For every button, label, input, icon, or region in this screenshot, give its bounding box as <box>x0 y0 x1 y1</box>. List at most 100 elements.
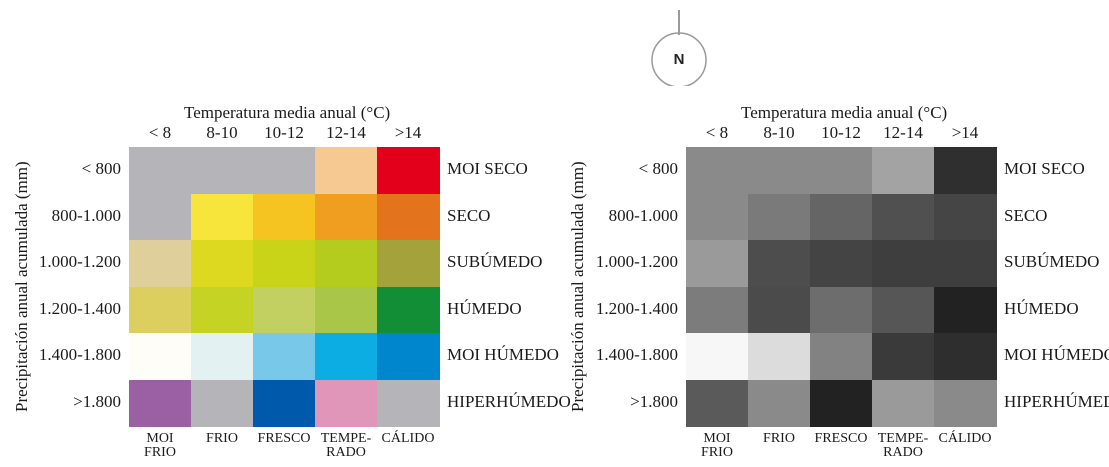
temperature-class-label: TEMPE- RADO <box>877 431 929 460</box>
heatmap-cell <box>934 286 997 334</box>
heatmap-cell <box>748 193 811 241</box>
x-tick-label: 10-12 <box>821 123 861 142</box>
heatmap-cell <box>253 333 316 380</box>
x-tick-label: 8-10 <box>206 123 238 142</box>
y-tick-label: >1.800 <box>630 391 678 411</box>
heatmap-cell <box>315 286 378 334</box>
heatmap-cell <box>377 193 440 241</box>
humidity-class-label: MOI HÚMEDO <box>447 345 559 365</box>
humidity-class-label: HÚMEDO <box>447 298 522 318</box>
heatmap-cell <box>315 240 378 287</box>
heatmap-cell <box>810 147 873 194</box>
x-tick-label: < 8 <box>148 123 172 142</box>
heatmap-cell <box>686 379 749 427</box>
heatmap-cell <box>686 193 749 241</box>
heatmap-cell <box>191 379 254 427</box>
x-tick-label: < 8 <box>705 123 729 142</box>
temperature-class-label: FRIO <box>763 431 795 446</box>
heatmap-cell <box>748 147 811 194</box>
heatmap-cell <box>810 379 873 427</box>
temperature-class-label: FRIO <box>206 431 238 446</box>
x-tick-label: 12-14 <box>326 123 366 142</box>
heatmap-cell <box>872 333 935 380</box>
heatmap-cell <box>129 333 192 380</box>
temperature-class-label: FRESCO <box>257 431 311 446</box>
y-tick-label: 1.200-1.400 <box>38 298 121 318</box>
heatmap-cell <box>872 147 935 194</box>
chart-title: Temperatura media anual (°C) <box>741 103 948 122</box>
heatmap-cell <box>872 286 935 334</box>
x-tick-label: >14 <box>394 123 422 142</box>
heatmap-cell <box>253 240 316 287</box>
humidity-class-label: MOI SECO <box>1004 159 1085 179</box>
north-arrow-icon <box>651 10 707 86</box>
humidity-class-label: MOI HÚMEDO <box>1004 345 1109 365</box>
y-tick-label: >1.800 <box>73 391 121 411</box>
y-tick-label: 800-1.000 <box>608 205 678 225</box>
heatmap-cell <box>315 379 378 427</box>
humidity-class-label: SUBÚMEDO <box>1004 252 1100 272</box>
humidity-class-label: SECO <box>1004 205 1048 225</box>
heatmap-cell <box>377 147 440 194</box>
y-tick-label: 1.400-1.800 <box>38 345 121 365</box>
heatmap-cell <box>686 147 749 194</box>
heatmap-cell <box>810 193 873 241</box>
temperature-class-label: MOI FRIO <box>701 431 733 460</box>
heatmap-cell <box>810 286 873 334</box>
y-tick-label: 1.000-1.200 <box>595 252 678 272</box>
heatmap-cell <box>748 240 811 287</box>
heatmap-cell <box>191 240 254 287</box>
y-axis-label: Precipitación anual acumulada (mm) <box>568 161 587 412</box>
humidity-class-label: HIPERHÚMEDO <box>1004 391 1109 411</box>
x-tick-label: 12-14 <box>883 123 923 142</box>
heatmap-cell <box>253 379 316 427</box>
temperature-class-label: FRESCO <box>814 431 868 446</box>
heatmap-cell <box>934 193 997 241</box>
y-tick-label: 800-1.000 <box>51 205 121 225</box>
y-tick-label: 1.000-1.200 <box>38 252 121 272</box>
heatmap-cell <box>748 379 811 427</box>
heatmap-cell <box>377 379 440 427</box>
heatmap-cell <box>315 147 378 194</box>
heatmap-cell <box>934 147 997 194</box>
humidity-class-label: HIPERHÚMEDO <box>447 391 571 411</box>
heatmap-cell <box>810 333 873 380</box>
north-arrow: N <box>650 10 708 86</box>
heatmap-cell <box>191 147 254 194</box>
humidity-class-label: MOI SECO <box>447 159 528 179</box>
heatmap-cell <box>129 286 192 334</box>
temperature-class-label: TEMPE- RADO <box>320 431 372 460</box>
y-tick-label: 1.400-1.800 <box>595 345 678 365</box>
heatmap-cell <box>191 286 254 334</box>
temperature-class-label: CÁLIDO <box>938 431 992 446</box>
heatmap-cell <box>686 333 749 380</box>
x-tick-label: 10-12 <box>264 123 304 142</box>
heatmap-cell <box>872 240 935 287</box>
temperature-class-label: CÁLIDO <box>381 431 435 446</box>
heatmap-cell <box>872 379 935 427</box>
heatmap-cell <box>315 193 378 241</box>
heatmap-cell <box>129 240 192 287</box>
heatmap-cell <box>934 333 997 380</box>
heatmap-cell <box>191 333 254 380</box>
x-tick-label: 8-10 <box>763 123 795 142</box>
humidity-class-label: SECO <box>447 205 491 225</box>
x-tick-label: >14 <box>951 123 979 142</box>
heatmap-cell <box>129 147 192 194</box>
y-tick-label: < 800 <box>81 159 121 179</box>
chart-title: Temperatura media anual (°C) <box>184 103 391 122</box>
y-tick-label: < 800 <box>638 159 678 179</box>
heatmap-cell <box>253 193 316 241</box>
temperature-class-label: MOI FRIO <box>144 431 176 460</box>
heatmap-cell <box>129 379 192 427</box>
heatmap-cell <box>934 240 997 287</box>
humidity-class-label: HÚMEDO <box>1004 298 1079 318</box>
north-arrow-label: N <box>673 51 685 68</box>
heatmap-cell <box>748 333 811 380</box>
heatmap-cell <box>377 240 440 287</box>
heatmap-cell <box>872 193 935 241</box>
heatmap-cell <box>253 147 316 194</box>
heatmap-cell <box>686 240 749 287</box>
